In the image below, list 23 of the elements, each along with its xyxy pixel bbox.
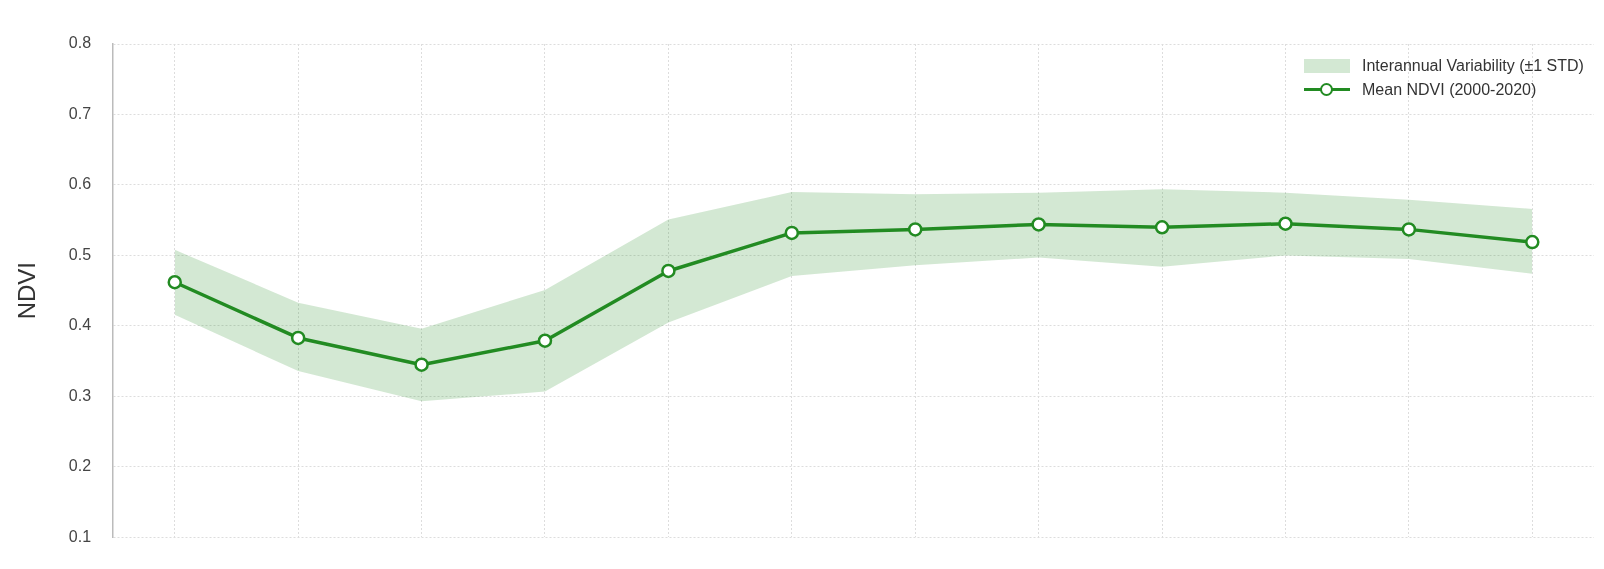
y-tick-label: 0.5 — [68, 245, 92, 263]
point — [1525, 234, 1540, 250]
point — [661, 263, 676, 279]
point — [784, 225, 800, 241]
point — [907, 222, 923, 237]
y-tick-label: 0.3 — [68, 386, 92, 404]
point — [537, 333, 553, 348]
y-tick-label: 0.2 — [68, 457, 92, 475]
point — [414, 357, 429, 372]
point — [1154, 220, 1170, 235]
y-tick-label: 0.8 — [68, 34, 92, 52]
legend-label: Mean NDVI (2000-2020) — [1362, 80, 1537, 100]
y-tick-label: 0.7 — [68, 104, 92, 122]
y-tick-label: 0.1 — [68, 527, 92, 545]
point — [1401, 222, 1417, 237]
y-tick-label: 0.6 — [68, 175, 92, 193]
point — [1031, 217, 1046, 232]
annotation: Interannual Variability (±1 STD) — [1362, 56, 1584, 76]
point — [1278, 216, 1293, 231]
y-tick-label: 0.4 — [68, 316, 92, 334]
point — [167, 274, 182, 290]
y-axis-title: NDVI — [13, 262, 41, 320]
point — [290, 330, 306, 346]
